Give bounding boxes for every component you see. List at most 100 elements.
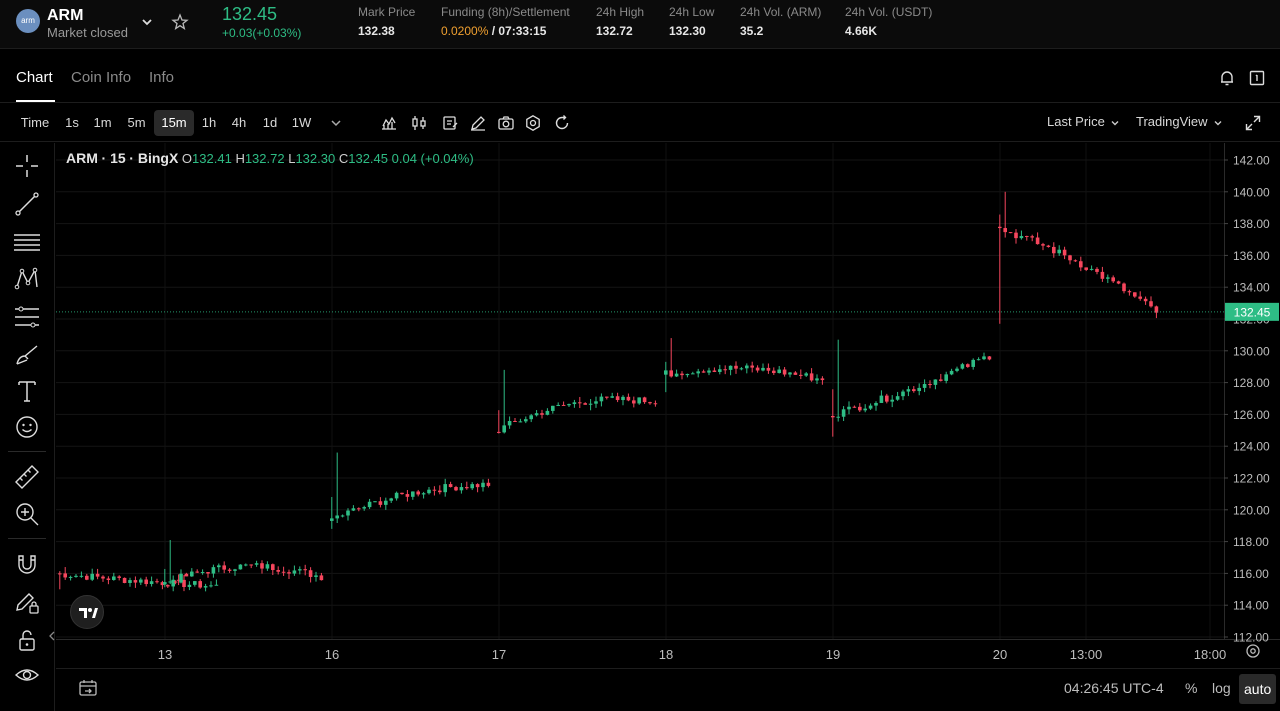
template-icon[interactable] bbox=[441, 114, 459, 132]
candle-body bbox=[448, 484, 453, 488]
ruler-icon[interactable] bbox=[13, 463, 41, 491]
tab-chart[interactable]: Chart bbox=[16, 69, 53, 86]
pattern-icon[interactable] bbox=[13, 265, 41, 293]
horizontal-lines-icon[interactable] bbox=[13, 228, 41, 256]
lock-icon[interactable] bbox=[13, 626, 41, 654]
chevron-down-icon[interactable] bbox=[327, 114, 345, 132]
chart-engine-select[interactable]: TradingView bbox=[1136, 114, 1224, 129]
interval-time[interactable]: Time bbox=[20, 115, 50, 130]
candle-body bbox=[346, 510, 350, 516]
candle-body bbox=[184, 573, 189, 577]
stat-label: 24h Vol. (ARM) bbox=[740, 5, 822, 19]
refresh-icon[interactable] bbox=[553, 114, 571, 132]
candle-body bbox=[340, 515, 345, 517]
candle-body bbox=[626, 396, 631, 401]
time-label: 18:00 bbox=[1194, 647, 1227, 662]
interval-1d[interactable]: 1d bbox=[262, 115, 278, 130]
candle-body bbox=[271, 564, 275, 571]
brush-icon[interactable] bbox=[13, 341, 41, 369]
lock-draw-icon[interactable] bbox=[13, 588, 41, 616]
interval-1s[interactable]: 1s bbox=[65, 115, 79, 130]
legend-symbol: ARM bbox=[66, 150, 98, 166]
candle-body bbox=[1133, 292, 1137, 297]
candle-body bbox=[895, 396, 900, 400]
settings-icon[interactable] bbox=[524, 114, 542, 132]
candle-body bbox=[117, 576, 121, 578]
camera-icon[interactable] bbox=[497, 114, 515, 132]
tab-info[interactable]: Info bbox=[149, 69, 175, 86]
fib-icon[interactable] bbox=[13, 303, 41, 331]
candle-body bbox=[707, 370, 711, 373]
magnet-icon[interactable] bbox=[13, 550, 41, 578]
candle-body bbox=[166, 585, 170, 587]
candle-body bbox=[416, 491, 420, 495]
chevron-down-icon[interactable] bbox=[139, 14, 155, 30]
stat-value: 132.30 bbox=[669, 24, 706, 38]
chart-engine-label: TradingView bbox=[1136, 114, 1208, 129]
star-icon[interactable] bbox=[171, 13, 189, 31]
candle-body bbox=[551, 405, 555, 411]
candle-body bbox=[982, 356, 986, 360]
indicators-icon[interactable] bbox=[380, 114, 398, 132]
candle-body bbox=[432, 489, 437, 491]
interval-15m[interactable]: 15m bbox=[154, 110, 194, 136]
interval-5m[interactable]: 5m bbox=[127, 115, 146, 130]
legend-close: 132.45 bbox=[348, 151, 388, 166]
axis-settings-icon[interactable] bbox=[1246, 644, 1260, 658]
candles bbox=[56, 191, 1224, 592]
candlestick-chart[interactable]: 142.00140.00138.00136.00134.00132.00130.… bbox=[56, 143, 1280, 711]
interval-1h[interactable]: 1h bbox=[201, 115, 217, 130]
percent-scale-toggle[interactable]: % bbox=[1185, 680, 1198, 696]
candle-body bbox=[394, 492, 399, 499]
bell-icon[interactable] bbox=[1218, 69, 1236, 87]
zoom-in-icon[interactable] bbox=[13, 500, 41, 528]
chart-clock[interactable]: 04:26:45 UTC-4 bbox=[1064, 680, 1164, 696]
trend-line-icon[interactable] bbox=[13, 190, 41, 218]
interval-4h[interactable]: 4h bbox=[231, 115, 247, 130]
interval-1w[interactable]: 1W bbox=[291, 115, 312, 130]
auto-scale-toggle[interactable]: auto bbox=[1239, 674, 1277, 704]
tradingview-logo[interactable] bbox=[70, 595, 104, 629]
candle-body bbox=[438, 490, 442, 493]
candle-body bbox=[572, 402, 577, 405]
tab-coin-info[interactable]: Coin Info bbox=[71, 69, 132, 86]
candle-type-icon[interactable] bbox=[410, 114, 428, 132]
candle-body bbox=[68, 576, 73, 578]
eye-icon[interactable] bbox=[13, 661, 41, 689]
log-scale-toggle[interactable]: log bbox=[1212, 680, 1231, 696]
candle-body bbox=[171, 579, 175, 587]
candle-body bbox=[949, 370, 954, 375]
price-type-select[interactable]: Last Price bbox=[1047, 114, 1121, 129]
symbol-name[interactable]: ARM bbox=[47, 7, 84, 24]
candle-body bbox=[319, 575, 324, 581]
market-status: Market closed bbox=[47, 25, 128, 40]
time-label: 20 bbox=[993, 647, 1007, 662]
candle-body bbox=[101, 576, 105, 579]
expand-icon[interactable] bbox=[1244, 114, 1262, 132]
candle-body bbox=[1089, 268, 1094, 270]
emoji-icon[interactable] bbox=[13, 413, 41, 441]
collapse-toolbar-icon[interactable] bbox=[47, 630, 57, 642]
price-label: 116.00 bbox=[1233, 567, 1269, 581]
fullscreen-toggle-icon[interactable] bbox=[1248, 69, 1266, 87]
date-range-icon[interactable] bbox=[78, 678, 98, 698]
candle-body bbox=[454, 487, 458, 491]
candle-body bbox=[63, 573, 67, 578]
candle-body bbox=[605, 396, 609, 398]
price-label: 126.00 bbox=[1233, 408, 1270, 422]
text-icon[interactable] bbox=[13, 377, 41, 405]
draw-pen-icon[interactable] bbox=[469, 114, 487, 132]
price-axis: 142.00140.00138.00136.00134.00132.00130.… bbox=[1224, 154, 1279, 658]
legend-interval: 15 bbox=[110, 150, 126, 166]
candle-body bbox=[960, 364, 965, 369]
candle-body bbox=[890, 399, 894, 402]
candle-body bbox=[465, 487, 469, 489]
candle-body bbox=[723, 369, 727, 371]
chevron-down-icon bbox=[1111, 120, 1119, 126]
candle-body bbox=[486, 482, 491, 486]
candle-body bbox=[335, 515, 339, 519]
crosshair-icon[interactable] bbox=[13, 152, 41, 180]
price-label: 130.00 bbox=[1233, 344, 1270, 358]
interval-1m[interactable]: 1m bbox=[93, 115, 112, 130]
legend-high: 132.72 bbox=[244, 151, 285, 166]
